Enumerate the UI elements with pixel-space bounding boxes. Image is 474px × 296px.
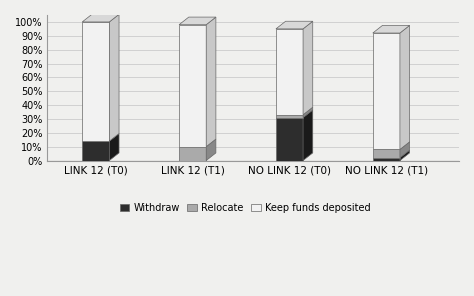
Polygon shape [276,21,313,29]
Polygon shape [373,149,400,158]
Polygon shape [179,17,216,25]
Polygon shape [276,118,303,160]
Polygon shape [82,22,109,141]
Polygon shape [109,133,119,160]
Polygon shape [206,17,216,147]
Polygon shape [373,33,400,149]
Polygon shape [206,139,216,160]
Legend: Withdraw, Relocate, Keep funds deposited: Withdraw, Relocate, Keep funds deposited [116,199,374,217]
Polygon shape [179,147,206,160]
Polygon shape [303,110,313,160]
Polygon shape [303,107,313,118]
Polygon shape [82,141,109,160]
Polygon shape [303,21,313,115]
Polygon shape [82,14,119,22]
Polygon shape [400,25,410,149]
Polygon shape [276,29,303,115]
Polygon shape [373,25,410,33]
Polygon shape [179,25,206,147]
Polygon shape [400,142,410,158]
Polygon shape [276,115,303,118]
Polygon shape [373,158,400,160]
Polygon shape [109,14,119,141]
Polygon shape [400,150,410,160]
